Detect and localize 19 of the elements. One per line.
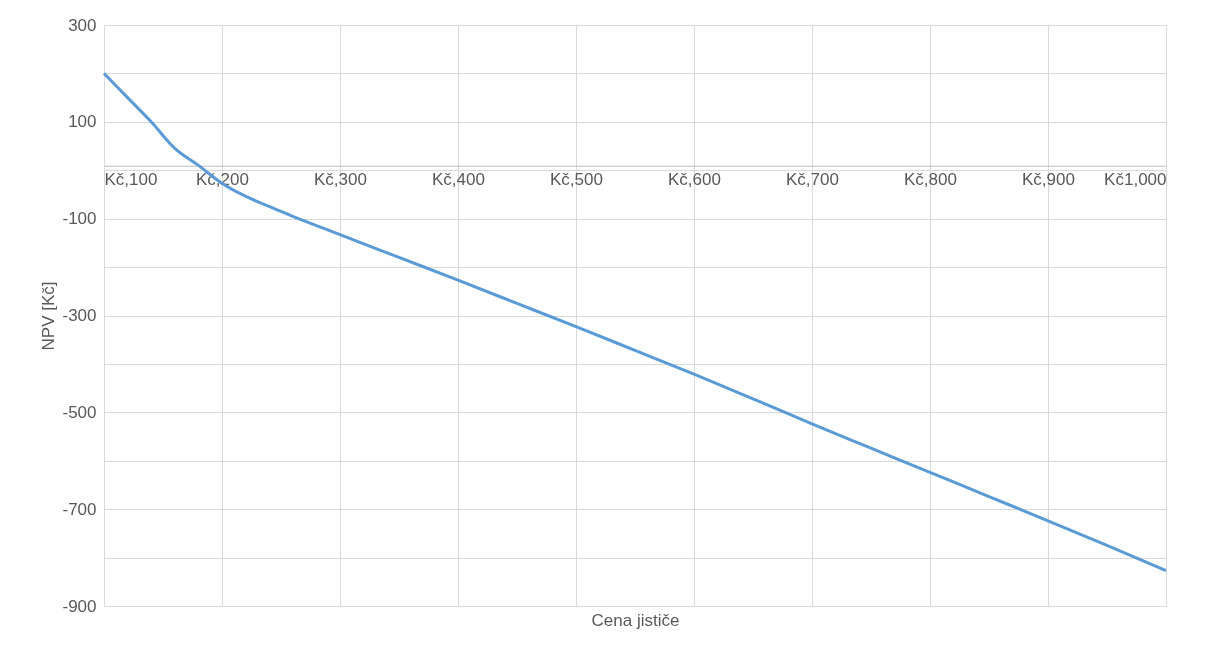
x-tick-label: Kč,100 — [104, 170, 158, 190]
x-tick-label: Kč,900 — [1022, 170, 1075, 190]
x-axis-title: Cena jističe — [591, 610, 680, 630]
y-tick-label: 300 — [68, 15, 97, 35]
x-tick-label: Kč,400 — [432, 170, 485, 190]
y-tick-label: -700 — [62, 499, 97, 519]
y-tick-label: -300 — [62, 306, 97, 325]
y-tick-label: -500 — [62, 402, 97, 422]
x-tick-label: Kč,800 — [904, 170, 957, 190]
x-tick-label: Kč1,000 — [1104, 170, 1167, 190]
y-axis-title: NPV [Kč] — [39, 281, 59, 351]
y-tick-label: -900 — [62, 596, 97, 616]
x-tick-label: Kč,700 — [786, 170, 839, 190]
line-series — [102, 71, 1168, 573]
x-tick-label: Kč,300 — [314, 170, 367, 190]
y-tick-label: -100 — [62, 209, 97, 229]
x-tick-label: Kč,600 — [668, 170, 721, 190]
y-tick-label: 100 — [68, 112, 97, 132]
x-tick-label: Kč,500 — [550, 170, 603, 190]
